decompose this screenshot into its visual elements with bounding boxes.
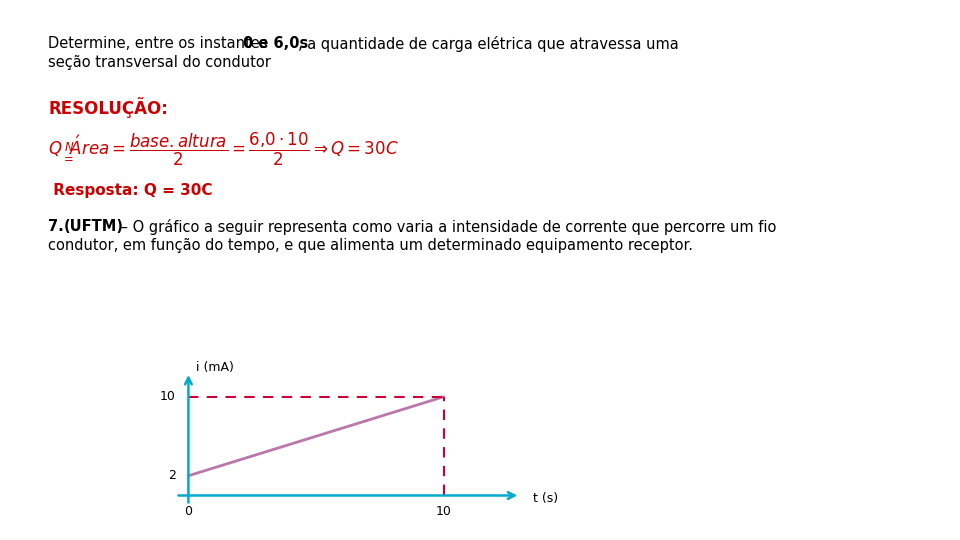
Text: , a quantidade de carga elétrica que atravessa uma: , a quantidade de carga elétrica que atr… [298, 36, 679, 52]
Text: seção transversal do condutor: seção transversal do condutor [48, 55, 271, 70]
Text: 10: 10 [436, 505, 451, 518]
Text: (UFTM): (UFTM) [64, 219, 124, 234]
Text: 0 e 6,0s: 0 e 6,0s [243, 36, 308, 51]
Text: Resposta: Q = 30C: Resposta: Q = 30C [48, 183, 212, 198]
Text: – O gráfico a seguir representa como varia a intensidade de corrente que percorr: – O gráfico a seguir representa como var… [116, 219, 777, 235]
Text: i (mA): i (mA) [196, 361, 234, 374]
Text: condutor, em função do tempo, e que alimenta um determinado equipamento receptor: condutor, em função do tempo, e que alim… [48, 238, 693, 253]
Text: t (s): t (s) [533, 492, 558, 505]
Text: 0: 0 [184, 505, 192, 518]
Text: $Q\underset{=}{\overset{N}{}} \!\!{\it \acute{A}rea} = \dfrac{{\it base.altura}}: $Q\underset{=}{\overset{N}{}} \!\!{\it \… [48, 131, 398, 168]
Text: Determine, entre os instantes: Determine, entre os instantes [48, 36, 272, 51]
Text: 10: 10 [159, 390, 176, 403]
Text: Determine, entre os instantes  0 e 6,0s: Determine, entre os instantes 0 e 6,0s [48, 36, 335, 51]
Text: RESOLUÇÃO:: RESOLUÇÃO: [48, 97, 168, 118]
Text: 7.: 7. [48, 219, 63, 234]
Text: 2: 2 [168, 469, 176, 482]
